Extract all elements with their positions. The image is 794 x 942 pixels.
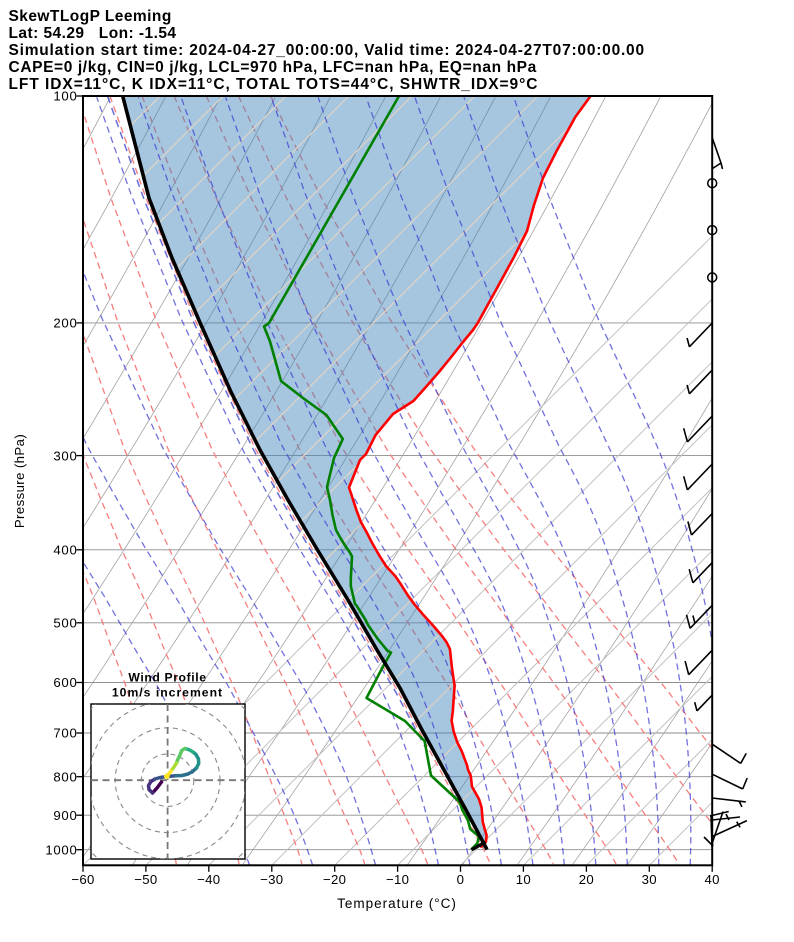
- svg-text:−50: −50: [134, 872, 157, 887]
- svg-text:Simulation start time: 2024-04: Simulation start time: 2024-04-27_00:00:…: [9, 42, 645, 59]
- svg-text:700: 700: [53, 726, 77, 741]
- svg-text:400: 400: [53, 543, 77, 558]
- svg-text:−30: −30: [260, 872, 283, 887]
- svg-text:Wind Profile: Wind Profile: [128, 671, 206, 685]
- svg-text:10m/s increment: 10m/s increment: [112, 686, 223, 700]
- svg-text:−60: −60: [71, 872, 94, 887]
- svg-text:Pressure (hPa): Pressure (hPa): [12, 434, 27, 528]
- svg-text:SkewTLogP Leeming: SkewTLogP Leeming: [9, 8, 172, 25]
- svg-text:40: 40: [705, 872, 720, 887]
- svg-text:20: 20: [579, 872, 594, 887]
- svg-text:0: 0: [457, 872, 465, 887]
- svg-text:800: 800: [53, 769, 77, 784]
- svg-text:Temperature (°C): Temperature (°C): [337, 896, 457, 911]
- svg-text:300: 300: [53, 448, 77, 463]
- svg-text:500: 500: [53, 616, 77, 631]
- svg-text:30: 30: [642, 872, 657, 887]
- svg-text:−40: −40: [197, 872, 220, 887]
- svg-text:1000: 1000: [45, 842, 77, 857]
- svg-text:600: 600: [53, 675, 77, 690]
- svg-text:LFT IDX=11°C, K IDX=11°C, TOTA: LFT IDX=11°C, K IDX=11°C, TOTAL TOTS=44°…: [9, 76, 539, 93]
- svg-text:−20: −20: [323, 872, 346, 887]
- svg-text:200: 200: [53, 316, 77, 331]
- svg-text:10: 10: [516, 872, 531, 887]
- svg-text:Lat: 54.29 Lon: -1.54: Lat: 54.29 Lon: -1.54: [9, 25, 177, 42]
- svg-text:900: 900: [53, 808, 77, 823]
- svg-text:−10: −10: [386, 872, 409, 887]
- svg-text:CAPE=0 j/kg, CIN=0 j/kg, LCL=9: CAPE=0 j/kg, CIN=0 j/kg, LCL=970 hPa, LF…: [9, 59, 537, 76]
